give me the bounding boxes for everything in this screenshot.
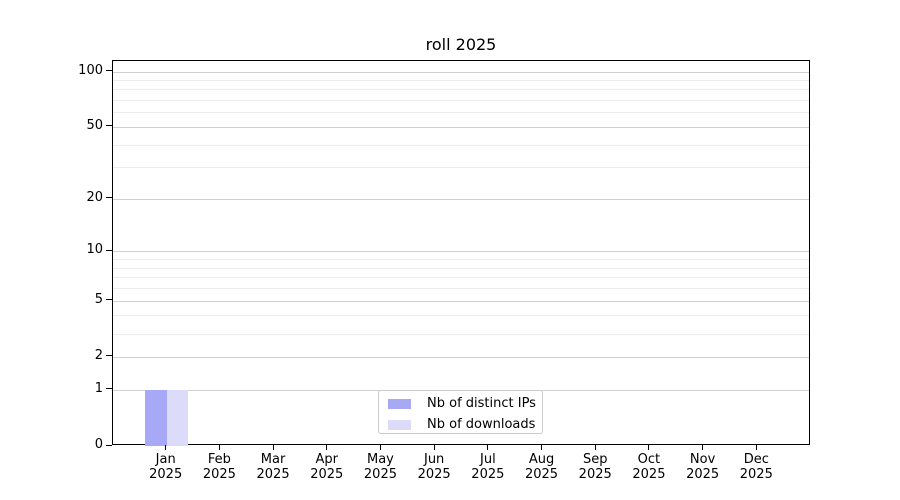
x-tick-label-10: Oct 2025 <box>632 452 666 482</box>
x-tick-mark-10 <box>648 445 650 450</box>
y-tick-mark-10 <box>106 249 112 251</box>
legend-label-downloads: Nb of downloads <box>427 416 536 432</box>
gridline-major-50 <box>113 126 809 128</box>
x-tick-label-3: Mar 2025 <box>256 452 290 482</box>
gridline-minor-40 <box>113 144 809 146</box>
gridline-minor-6 <box>113 288 809 290</box>
x-tick-mark-7 <box>487 445 489 450</box>
legend-item-distinct-ips: Nb of distinct IPs <box>388 394 536 413</box>
gridline-minor-70 <box>113 100 809 102</box>
bar-nb-of-downloads-1 <box>166 389 189 446</box>
plot-area <box>112 60 810 446</box>
gridline-minor-30 <box>113 167 809 169</box>
x-tick-mark-11 <box>702 445 704 450</box>
legend-label-distinct-ips: Nb of distinct IPs <box>427 395 536 411</box>
x-tick-label-12: Dec 2025 <box>739 452 773 482</box>
x-tick-label-11: Nov 2025 <box>686 452 720 482</box>
x-tick-label-6: Jun 2025 <box>417 452 451 482</box>
x-tick-mark-6 <box>433 445 435 450</box>
gridline-major-100 <box>113 71 809 73</box>
legend-swatch-distinct-ips <box>388 398 411 409</box>
y-tick-mark-1 <box>106 388 112 390</box>
x-tick-mark-9 <box>594 445 596 450</box>
bar-nb-of-distinct-ips-1 <box>145 389 167 446</box>
gridline-major-2 <box>113 356 809 358</box>
gridline-major-10 <box>113 251 809 253</box>
gridline-minor-8 <box>113 267 809 269</box>
x-tick-mark-12 <box>755 445 757 450</box>
x-tick-label-8: Aug 2025 <box>524 452 559 482</box>
legend-swatch-downloads <box>388 419 411 430</box>
x-tick-mark-1 <box>165 445 167 450</box>
gridline-minor-3 <box>113 333 809 335</box>
gridline-minor-7 <box>113 277 809 279</box>
legend: Nb of distinct IPs Nb of downloads <box>378 390 543 434</box>
y-tick-label-5: 5 <box>94 291 103 307</box>
gridline-minor-60 <box>113 112 809 114</box>
y-tick-mark-0 <box>106 444 112 446</box>
legend-item-downloads: Nb of downloads <box>388 415 536 434</box>
x-tick-mark-8 <box>541 445 543 450</box>
y-tick-label-0: 0 <box>94 437 103 452</box>
y-tick-mark-2 <box>106 355 112 357</box>
y-tick-mark-50 <box>106 125 112 127</box>
gridline-major-5 <box>113 300 809 302</box>
gridline-minor-90 <box>113 79 809 81</box>
x-tick-label-1: Jan 2025 <box>149 452 183 482</box>
gridline-minor-80 <box>113 89 809 91</box>
x-tick-mark-4 <box>326 445 328 450</box>
y-tick-label-10: 10 <box>86 242 103 258</box>
chart-title: roll 2025 <box>425 35 497 54</box>
x-tick-mark-5 <box>379 445 381 450</box>
x-tick-label-2: Feb 2025 <box>202 452 236 482</box>
gridline-major-20 <box>113 198 809 200</box>
y-tick-label-100: 100 <box>78 62 103 78</box>
x-tick-label-7: Jul 2025 <box>471 452 505 482</box>
x-tick-mark-3 <box>272 445 274 450</box>
gridline-minor-9 <box>113 259 809 261</box>
y-tick-label-50: 50 <box>86 117 103 133</box>
x-tick-label-4: Apr 2025 <box>310 452 344 482</box>
x-tick-label-9: Sep 2025 <box>578 452 612 482</box>
y-tick-mark-20 <box>106 197 112 199</box>
y-tick-label-20: 20 <box>86 189 103 205</box>
y-tick-mark-100 <box>106 70 112 72</box>
gridline-minor-4 <box>113 315 809 317</box>
y-tick-label-2: 2 <box>94 347 103 363</box>
x-tick-mark-2 <box>218 445 220 450</box>
y-tick-label-1: 1 <box>94 380 103 396</box>
x-tick-label-5: May 2025 <box>363 452 397 482</box>
y-tick-mark-5 <box>106 299 112 301</box>
